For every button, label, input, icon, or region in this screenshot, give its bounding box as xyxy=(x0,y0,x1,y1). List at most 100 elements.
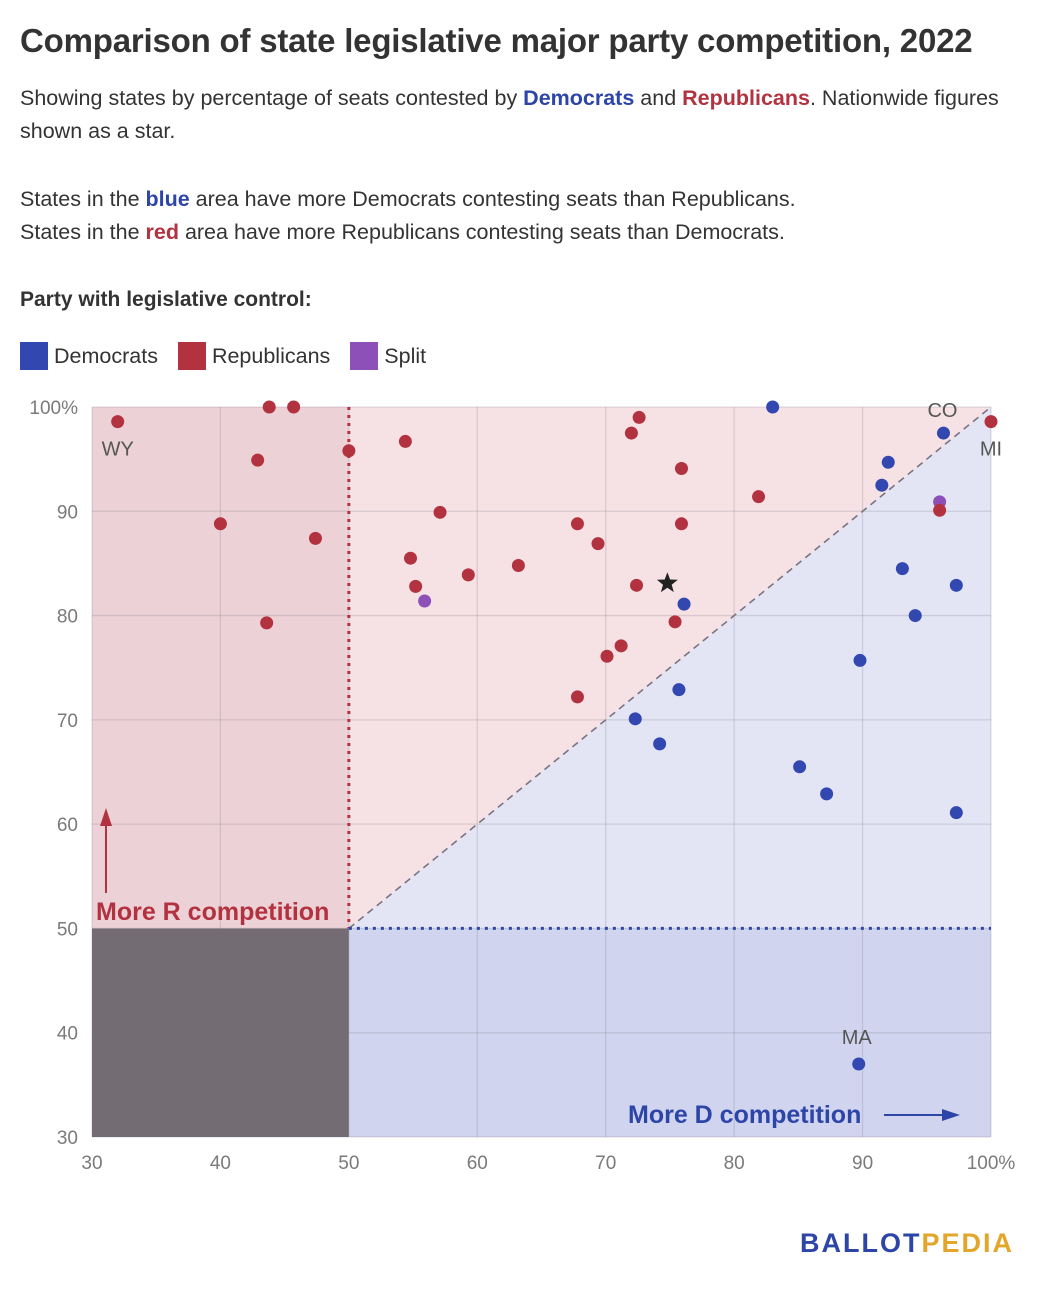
red-highlight: red xyxy=(145,220,179,244)
legend-label-republicans: Republicans xyxy=(211,343,331,368)
subtitle-text-2: and xyxy=(634,86,683,110)
y-tick-label: 80 xyxy=(57,607,78,628)
state-label: MI xyxy=(980,439,1002,461)
area-explanation: States in the blue area have more Democr… xyxy=(20,183,1020,249)
x-tick-label: 100% xyxy=(967,1153,1016,1174)
state-point xyxy=(600,649,614,663)
state-point xyxy=(674,517,688,531)
state-point xyxy=(461,568,475,582)
more-r-competition-label: More R competition xyxy=(96,898,329,926)
logo-part-pedia: PEDIA xyxy=(921,1228,1014,1258)
nationwide-star xyxy=(656,572,678,593)
subtitle-text-1: Showing states by percentage of seats co… xyxy=(20,86,524,110)
legend-item-republicans: Republicans xyxy=(177,342,331,370)
state-point xyxy=(875,478,889,492)
red-line-text-b: area have more Republicans contesting se… xyxy=(178,220,785,244)
state-point xyxy=(570,517,584,531)
legend-label-split: Split xyxy=(384,343,427,368)
state-point xyxy=(949,578,963,592)
state-point xyxy=(672,683,686,697)
state-point xyxy=(933,503,947,517)
state-point xyxy=(591,537,605,551)
state-point xyxy=(668,615,682,629)
state-point xyxy=(820,787,834,801)
region-neither xyxy=(92,928,349,1137)
more-d-arrow-head xyxy=(942,1109,960,1121)
state-point xyxy=(287,400,301,414)
x-tick-label: 40 xyxy=(210,1153,231,1174)
x-tick-label: 70 xyxy=(595,1153,616,1174)
x-tick-label: 60 xyxy=(467,1153,488,1174)
state-point xyxy=(653,737,667,751)
subtitle-text-3: . Nationwide figures shown as a star. xyxy=(20,86,999,143)
legend-item-democrats: Democrats xyxy=(20,342,158,370)
state-point xyxy=(409,579,423,593)
x-tick-label: 30 xyxy=(81,1153,102,1174)
equal-competition-line xyxy=(348,406,992,930)
legend-title: Party with legislative control: xyxy=(20,288,312,311)
x-tick-label: 90 xyxy=(852,1153,873,1174)
state-point xyxy=(677,597,691,611)
state-point xyxy=(949,806,963,820)
state-point xyxy=(628,712,642,726)
chart-title: Comparison of state legislative major pa… xyxy=(20,22,973,59)
state-label: CO xyxy=(927,400,957,422)
blue-highlight: blue xyxy=(145,187,190,211)
state-point xyxy=(614,639,628,653)
y-tick-label: 90 xyxy=(57,502,78,523)
state-point xyxy=(895,562,909,576)
state-point xyxy=(984,415,998,429)
state-point xyxy=(418,594,432,608)
state-point xyxy=(793,760,807,774)
democrats-highlight: Democrats xyxy=(523,86,635,110)
state-label: MA xyxy=(842,1027,873,1049)
state-point xyxy=(936,426,950,440)
state-point xyxy=(308,531,322,545)
state-point xyxy=(881,455,895,469)
state-point xyxy=(908,609,922,623)
state-point xyxy=(433,505,447,519)
legend-item-split: Split xyxy=(350,342,426,370)
region-d-only xyxy=(348,928,991,1137)
subtitle-paragraph: Showing states by percentage of seats co… xyxy=(20,82,1020,148)
state-point xyxy=(404,551,418,565)
state-point xyxy=(852,1057,866,1071)
y-tick-label: 60 xyxy=(57,815,78,836)
state-label: WY xyxy=(102,439,134,461)
y-tick-label: 70 xyxy=(57,711,78,732)
state-point xyxy=(260,616,274,630)
more-r-arrow-head xyxy=(100,808,112,826)
legend-label-democrats: Democrats xyxy=(54,343,158,368)
red-line-text-a: States in the xyxy=(20,220,146,244)
y-tick-label: 50 xyxy=(57,919,78,940)
state-point xyxy=(398,434,412,448)
region-r-only xyxy=(92,407,349,929)
scatter-chart: 30 40 50 60 70 80 90 100% 30 40 50 60 70 80 90 100% More… xyxy=(29,398,1016,1174)
blue-line-text-a: States in the xyxy=(20,187,146,211)
logo-part-ballot: BALLOT xyxy=(799,1228,922,1258)
state-point xyxy=(853,653,867,667)
republicans-highlight: Republicans xyxy=(682,86,810,110)
more-d-competition-label: More D competition xyxy=(628,1101,861,1129)
blue-line-text-b: area have more Democrats contesting seat… xyxy=(189,187,796,211)
state-point xyxy=(342,444,356,458)
legend-swatch-split xyxy=(350,342,379,370)
state-point xyxy=(570,690,584,704)
state-point xyxy=(630,578,644,592)
state-point xyxy=(632,410,646,424)
x-tick-label: 50 xyxy=(338,1153,359,1174)
state-point xyxy=(213,517,227,531)
legend: Democrats Republicans Split xyxy=(20,342,446,370)
state-point xyxy=(674,462,688,476)
legend-swatch-democrats xyxy=(20,342,48,370)
state-point xyxy=(111,415,125,429)
y-tick-label: 40 xyxy=(57,1024,78,1045)
ballotpedia-logo: BALLOTPEDIA xyxy=(800,1228,1014,1259)
state-point xyxy=(262,400,276,414)
state-point xyxy=(766,400,780,414)
state-point xyxy=(752,490,766,504)
state-point xyxy=(511,559,525,573)
y-tick-label: 100% xyxy=(29,398,78,419)
legend-swatch-republicans xyxy=(177,342,206,370)
x-tick-label: 80 xyxy=(724,1153,745,1174)
